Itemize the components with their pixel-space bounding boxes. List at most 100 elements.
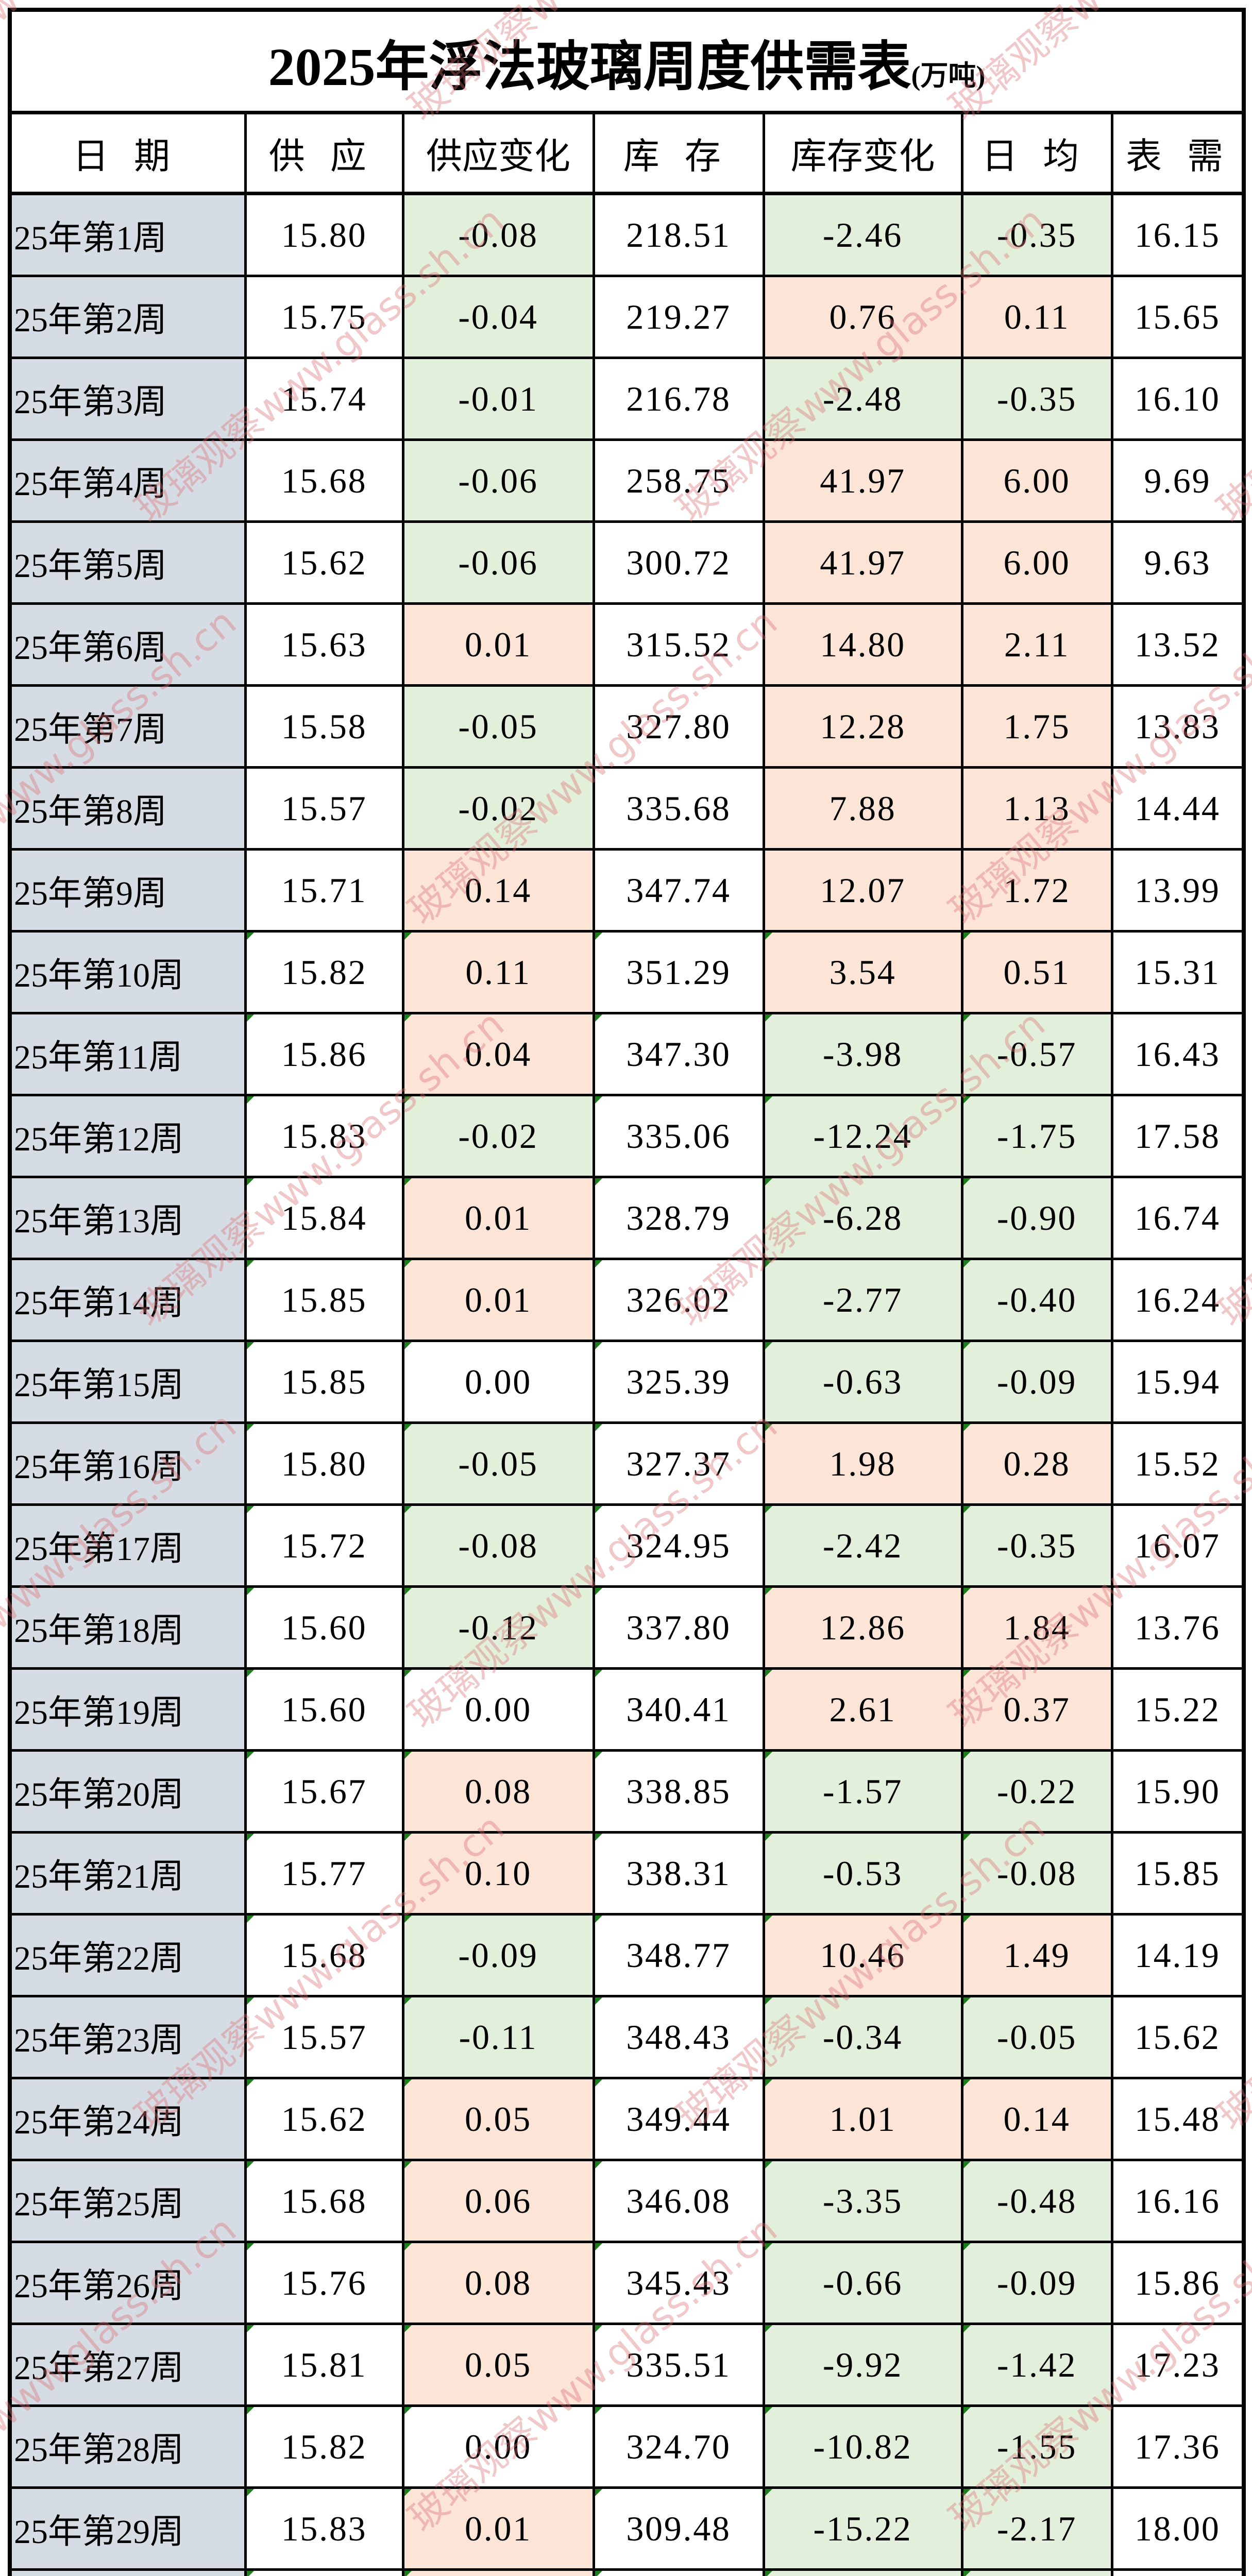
- cell-daily-avg: 6.00: [960, 520, 1113, 605]
- cell-inventory: 328.79: [592, 1176, 765, 1260]
- cell-supply-change: -0.08: [401, 1503, 595, 1588]
- cell-supply: 15.84: [244, 1176, 404, 1260]
- cell-inventory: 348.43: [592, 1995, 765, 2079]
- cell-inventory: 315.52: [592, 602, 765, 687]
- cell-daily-avg: -0.22: [960, 1749, 1113, 1834]
- cell-daily-avg: -0.09: [960, 2241, 1113, 2325]
- cell-supply: 15.83: [244, 1094, 404, 1178]
- cell-inventory-change: -0.34: [762, 1995, 963, 2079]
- cell-daily-avg: -1.71: [960, 2568, 1113, 2576]
- cell-date: 25年第11周: [8, 1012, 247, 1096]
- cell-inventory: 346.08: [592, 2159, 765, 2243]
- cell-inventory-change: 41.97: [762, 520, 963, 605]
- cell-daily-avg: -1.42: [960, 2323, 1113, 2407]
- table-row: 25年第26周 15.76 0.08 345.43 -0.66 -0.09 15…: [8, 2241, 1245, 2325]
- cell-inventory-change: -15.22: [762, 2486, 963, 2571]
- cell-daily-avg: 2.11: [960, 602, 1113, 687]
- cell-supply-change: -0.01: [401, 357, 595, 441]
- cell-apparent-demand: 16.74: [1110, 1176, 1245, 1260]
- cell-apparent-demand: 16.24: [1110, 1258, 1245, 1342]
- cell-inventory-change: 1.01: [762, 2077, 963, 2161]
- cell-date: 25年第30周: [8, 2568, 247, 2576]
- cell-date: 25年第15周: [8, 1340, 247, 1424]
- cell-inventory: 335.51: [592, 2323, 765, 2407]
- cell-daily-avg: -0.90: [960, 1176, 1113, 1260]
- table-row: 25年第17周 15.72 -0.08 324.95 -2.42 -0.35 1…: [8, 1503, 1245, 1588]
- cell-inventory-change: 7.88: [762, 766, 963, 851]
- cell-supply-change: -0.06: [401, 438, 595, 523]
- table-row: 25年第25周 15.68 0.06 346.08 -3.35 -0.48 16…: [8, 2159, 1245, 2243]
- cell-apparent-demand: 17.64: [1110, 2568, 1245, 2576]
- cell-inventory-change: -0.66: [762, 2241, 963, 2325]
- cell-supply: 15.80: [244, 1421, 404, 1506]
- table-row: 25年第14周 15.85 0.01 326.02 -2.77 -0.40 16…: [8, 1258, 1245, 1342]
- cell-date: 25年第28周: [8, 2404, 247, 2489]
- cell-daily-avg: 0.37: [960, 1667, 1113, 1752]
- table-row: 25年第6周 15.63 0.01 315.52 14.80 2.11 13.5…: [8, 602, 1245, 687]
- col-header-supply: 供应: [244, 111, 404, 195]
- cell-inventory: 335.06: [592, 1094, 765, 1178]
- cell-inventory-change: -12.24: [762, 1094, 963, 1178]
- cell-apparent-demand: 17.23: [1110, 2323, 1245, 2407]
- cell-daily-avg: 1.13: [960, 766, 1113, 851]
- cell-date: 25年第5周: [8, 520, 247, 605]
- cell-supply-change: 0.01: [401, 602, 595, 687]
- cell-supply: 15.68: [244, 1913, 404, 1997]
- table-row: 25年第8周 15.57 -0.02 335.68 7.88 1.13 14.4…: [8, 766, 1245, 851]
- col-header-supply-chg: 供应变化: [401, 111, 595, 195]
- cell-daily-avg: -0.35: [960, 192, 1113, 277]
- cell-daily-avg: 1.75: [960, 684, 1113, 769]
- cell-supply: 15.76: [244, 2241, 404, 2325]
- table-row: 25年第2周 15.75 -0.04 219.27 0.76 0.11 15.6…: [8, 275, 1245, 359]
- cell-daily-avg: -2.17: [960, 2486, 1113, 2571]
- cell-supply: 15.72: [244, 1503, 404, 1588]
- cell-supply-change: 0.08: [401, 1749, 595, 1834]
- cell-date: 25年第9周: [8, 848, 247, 933]
- table-row: 25年第19周 15.60 0.00 340.41 2.61 0.37 15.2…: [8, 1667, 1245, 1752]
- cell-date: 25年第6周: [8, 602, 247, 687]
- cell-apparent-demand: 16.10: [1110, 357, 1245, 441]
- table-row: 25年第27周 15.81 0.05 335.51 -9.92 -1.42 17…: [8, 2323, 1245, 2407]
- cell-date: 25年第7周: [8, 684, 247, 769]
- cell-apparent-demand: 17.58: [1110, 1094, 1245, 1178]
- cell-inventory: 349.44: [592, 2077, 765, 2161]
- cell-date: 25年第16周: [8, 1421, 247, 1506]
- cell-apparent-demand: 14.19: [1110, 1913, 1245, 1997]
- cell-supply-change: 0.06: [401, 2159, 595, 2243]
- cell-daily-avg: 1.72: [960, 848, 1113, 933]
- cell-supply: 15.82: [244, 930, 404, 1014]
- cell-apparent-demand: 15.94: [1110, 1340, 1245, 1424]
- cell-supply: 15.68: [244, 2159, 404, 2243]
- cell-date: 25年第4周: [8, 438, 247, 523]
- cell-daily-avg: 1.49: [960, 1913, 1113, 1997]
- cell-date: 25年第22周: [8, 1913, 247, 1997]
- cell-inventory: 347.30: [592, 1012, 765, 1096]
- cell-supply-change: -0.02: [401, 766, 595, 851]
- cell-inventory: 219.27: [592, 275, 765, 359]
- table-row: 25年第4周 15.68 -0.06 258.75 41.97 6.00 9.6…: [8, 438, 1245, 523]
- cell-apparent-demand: 15.65: [1110, 275, 1245, 359]
- table-row: 25年第12周 15.83 -0.02 335.06 -12.24 -1.75 …: [8, 1094, 1245, 1178]
- cell-apparent-demand: 9.69: [1110, 438, 1245, 523]
- cell-supply-change: 0.11: [401, 930, 595, 1014]
- cell-inventory-change: -6.28: [762, 1176, 963, 1260]
- col-header-date: 日期: [8, 111, 247, 195]
- table-row: 25年第28周 15.82 0.00 324.70 -10.82 -1.55 1…: [8, 2404, 1245, 2489]
- cell-inventory: 297.50: [592, 2568, 765, 2576]
- cell-apparent-demand: 15.62: [1110, 1995, 1245, 2079]
- cell-date: 25年第19周: [8, 1667, 247, 1752]
- cell-apparent-demand: 16.43: [1110, 1012, 1245, 1096]
- cell-supply-change: -0.02: [401, 1094, 595, 1178]
- cell-inventory-change: -11.99: [762, 2568, 963, 2576]
- cell-inventory-change: -2.48: [762, 357, 963, 441]
- column-header-row: 日期 供应 供应变化 库存 库存变化 日均 表需: [8, 111, 1245, 195]
- table-row: 25年第9周 15.71 0.14 347.74 12.07 1.72 13.9…: [8, 848, 1245, 933]
- cell-daily-avg: -0.40: [960, 1258, 1113, 1342]
- cell-inventory-change: 2.61: [762, 1667, 963, 1752]
- cell-daily-avg: -0.35: [960, 1503, 1113, 1588]
- cell-supply: 15.80: [244, 192, 404, 277]
- table-row: 25年第21周 15.77 0.10 338.31 -0.53 -0.08 15…: [8, 1831, 1245, 1916]
- cell-supply-change: -0.05: [401, 1421, 595, 1506]
- cell-supply-change: 0.04: [401, 1012, 595, 1096]
